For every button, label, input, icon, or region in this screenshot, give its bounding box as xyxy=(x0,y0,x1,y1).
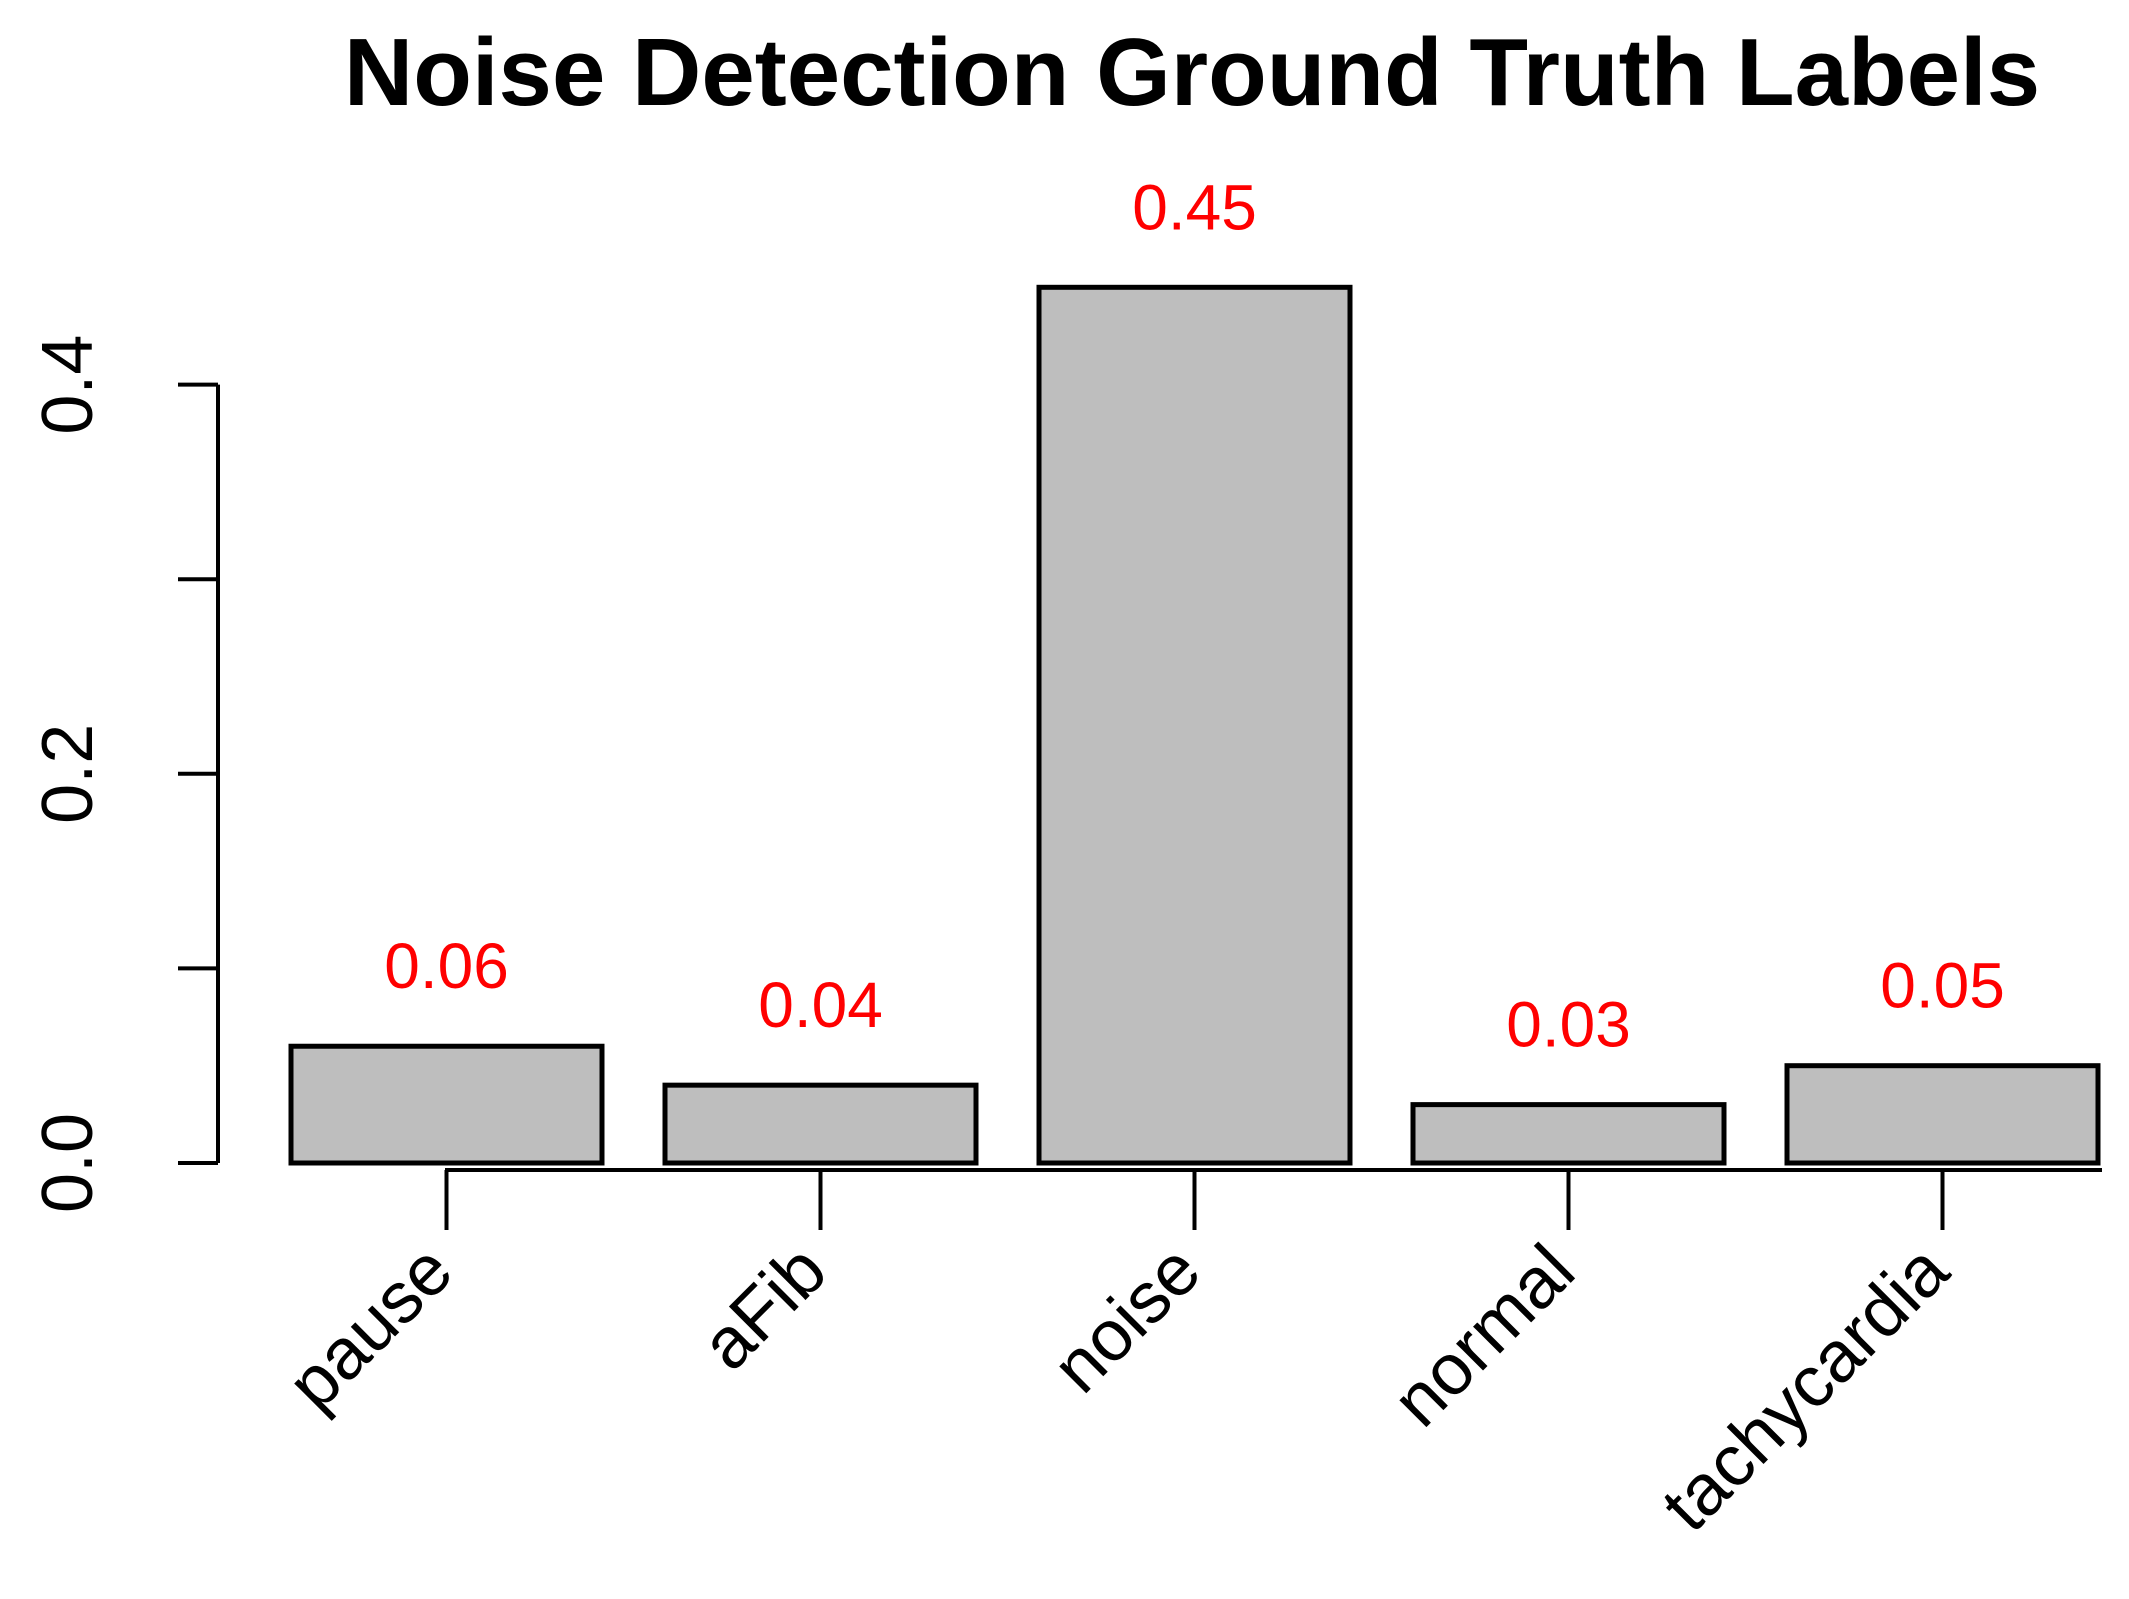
data-label-noise: 0.45 xyxy=(1132,171,1257,243)
y-tick-label: 0.4 xyxy=(28,335,108,435)
y-axis: 0.0 0.2 0.4 xyxy=(28,335,220,1213)
bar-tachycardia xyxy=(1784,1063,2101,1166)
x-tick-label-normal: normal xyxy=(1378,1230,1590,1442)
bar-normal xyxy=(1410,1102,1727,1166)
data-label-aFib: 0.04 xyxy=(758,969,883,1041)
data-label-tachycardia: 0.05 xyxy=(1880,950,2005,1022)
y-tick-label: 0.0 xyxy=(28,1113,108,1213)
x-tick-label-tachycardia: tachycardia xyxy=(1647,1229,1965,1547)
x-tick-label-pause: pause xyxy=(273,1230,468,1425)
chart-title: Noise Detection Ground Truth Labels xyxy=(344,19,2040,126)
x-tick-label-noise: noise xyxy=(1038,1230,1216,1408)
y-tick-label: 0.2 xyxy=(28,724,108,824)
bar-noise xyxy=(1036,284,1353,1166)
data-labels: 0.06 0.04 0.45 0.03 0.05 xyxy=(384,171,2005,1060)
data-label-pause: 0.06 xyxy=(384,930,509,1002)
bars xyxy=(288,284,2101,1166)
x-axis: pause aFib noise normal tachycardia xyxy=(273,1168,2102,1547)
x-tick-label-aFib: aFib xyxy=(686,1230,842,1386)
bar-pause xyxy=(288,1043,605,1166)
data-label-normal: 0.03 xyxy=(1506,989,1631,1061)
bar-aFib xyxy=(662,1082,979,1166)
